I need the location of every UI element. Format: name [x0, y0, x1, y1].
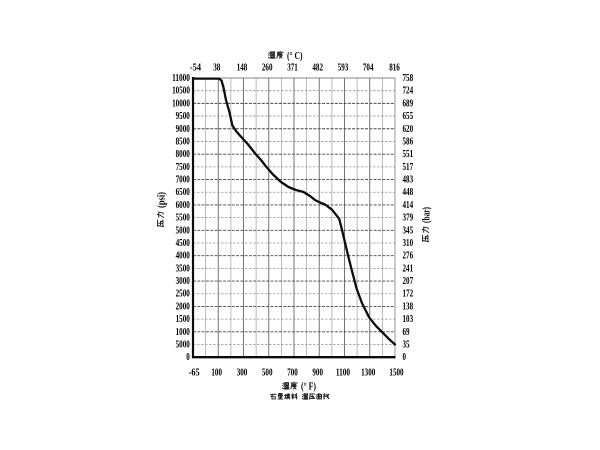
svg-text:4500: 4500 [176, 238, 190, 249]
svg-text:551: 551 [403, 149, 414, 160]
svg-text:10000: 10000 [172, 98, 190, 109]
svg-text:500: 500 [262, 368, 273, 379]
svg-text:10500: 10500 [172, 86, 190, 97]
svg-text:(° F): (° F) [301, 382, 316, 393]
svg-text:724: 724 [403, 86, 414, 97]
svg-text:620: 620 [403, 124, 414, 135]
svg-text:414: 414 [403, 200, 414, 211]
svg-text:207: 207 [403, 276, 414, 287]
svg-text:8000: 8000 [176, 149, 190, 160]
svg-text:5000: 5000 [176, 225, 190, 236]
svg-text:2000: 2000 [176, 301, 190, 312]
svg-text:(psi): (psi) [156, 192, 167, 208]
svg-text:-65: -65 [189, 368, 200, 379]
svg-text:-54: -54 [190, 62, 201, 73]
svg-text:345: 345 [403, 225, 414, 236]
svg-text:7500: 7500 [176, 162, 190, 173]
svg-text:9000: 9000 [176, 124, 190, 135]
svg-text:7000: 7000 [176, 175, 190, 186]
svg-text:103: 103 [403, 314, 414, 325]
svg-text:6000: 6000 [176, 200, 190, 211]
svg-text:310: 310 [403, 238, 414, 249]
svg-text:816: 816 [389, 62, 400, 73]
svg-text:3000: 3000 [176, 276, 190, 287]
svg-text:(° C): (° C) [287, 51, 303, 62]
svg-text:700: 700 [287, 368, 298, 379]
svg-text:100: 100 [211, 368, 222, 379]
svg-text:5000: 5000 [176, 340, 190, 351]
svg-text:11000: 11000 [172, 73, 190, 84]
svg-text:172: 172 [403, 289, 414, 300]
svg-text:260: 260 [262, 62, 273, 73]
svg-text:482: 482 [312, 62, 323, 73]
svg-text:35: 35 [403, 340, 410, 351]
svg-text:483: 483 [403, 175, 414, 186]
svg-text:9500: 9500 [176, 111, 190, 122]
svg-text:593: 593 [338, 62, 349, 73]
svg-text:2500: 2500 [176, 289, 190, 300]
svg-text:371: 371 [287, 62, 298, 73]
svg-text:689: 689 [403, 98, 414, 109]
svg-text:300: 300 [237, 368, 248, 379]
svg-text:0: 0 [403, 352, 407, 363]
svg-text:148: 148 [237, 62, 248, 73]
svg-text:(bar): (bar) [421, 207, 432, 223]
svg-text:586: 586 [403, 137, 414, 148]
svg-text:6500: 6500 [176, 187, 190, 198]
svg-text:138: 138 [403, 301, 414, 312]
svg-text:655: 655 [403, 111, 414, 122]
svg-text:69: 69 [403, 327, 410, 338]
svg-text:517: 517 [403, 162, 414, 173]
svg-text:704: 704 [363, 62, 374, 73]
svg-text:276: 276 [403, 251, 414, 262]
svg-text:1300: 1300 [361, 368, 375, 379]
svg-text:3500: 3500 [176, 263, 190, 274]
svg-text:241: 241 [403, 263, 414, 274]
svg-text:900: 900 [312, 368, 323, 379]
svg-text:758: 758 [403, 73, 414, 84]
svg-text:4000: 4000 [176, 251, 190, 262]
svg-text:0: 0 [186, 352, 190, 363]
svg-text:448: 448 [403, 187, 414, 198]
svg-text:1000: 1000 [176, 327, 190, 338]
svg-text:1500: 1500 [176, 314, 190, 325]
svg-text:38: 38 [213, 62, 220, 73]
svg-text:1500: 1500 [389, 368, 403, 379]
svg-text:1100: 1100 [336, 368, 350, 379]
svg-text:5500: 5500 [176, 213, 190, 224]
svg-text:379: 379 [403, 213, 414, 224]
svg-text:8500: 8500 [176, 137, 190, 148]
